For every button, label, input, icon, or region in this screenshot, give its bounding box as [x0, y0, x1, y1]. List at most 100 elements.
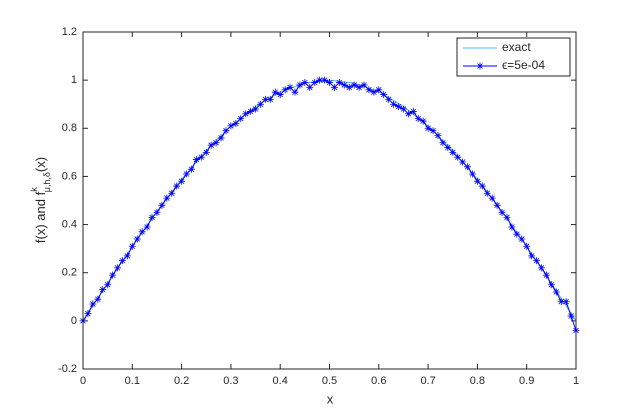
data-point	[493, 201, 501, 209]
data-point	[202, 148, 210, 156]
data-point	[399, 105, 407, 113]
data-point	[523, 242, 531, 250]
data-point	[143, 223, 151, 231]
data-point	[533, 257, 541, 265]
y-label-tail: (x)	[33, 157, 48, 172]
data-point	[488, 194, 496, 202]
data-point	[326, 79, 333, 87]
data-point	[385, 95, 393, 103]
data-point	[187, 165, 195, 173]
data-point	[109, 271, 117, 279]
data-point	[390, 100, 398, 108]
data-point	[547, 281, 555, 289]
data-point	[360, 81, 368, 89]
data-point	[468, 170, 476, 178]
data-point	[345, 83, 353, 91]
data-point	[557, 298, 565, 306]
axes-box	[82, 31, 577, 370]
x-tick-label: 0.5	[322, 375, 337, 387]
data-point	[212, 139, 220, 147]
data-point	[454, 153, 462, 161]
legend-label: exact	[502, 40, 531, 54]
data-point	[459, 158, 467, 166]
data-point	[513, 230, 521, 238]
data-point	[138, 228, 146, 236]
data-point	[567, 312, 575, 320]
y-axis-label: f(x) and fk μ,h,δ(x)	[29, 157, 52, 243]
y-tick-label: -0.2	[58, 363, 77, 375]
data-point	[286, 83, 294, 91]
x-tick-label: 1	[573, 375, 579, 387]
data-point	[271, 88, 279, 96]
data-point	[444, 144, 452, 152]
data-point	[350, 81, 358, 89]
data-point	[375, 86, 383, 94]
data-point	[192, 156, 200, 164]
data-point	[118, 257, 126, 265]
y-tick-label: 0.4	[62, 218, 77, 230]
data-point	[104, 281, 112, 289]
data-point	[424, 124, 432, 132]
x-tick-label: 0.7	[420, 375, 435, 387]
data-point	[365, 86, 373, 94]
data-point	[321, 76, 329, 84]
x-tick-label: 0.3	[223, 375, 238, 387]
x-tick-label: 0.2	[174, 375, 189, 387]
y-label-sub: μ,h,δ	[42, 172, 52, 192]
data-point	[409, 107, 417, 115]
data-point	[252, 105, 260, 113]
x-tick-label: 0.9	[519, 375, 534, 387]
data-point	[335, 79, 343, 87]
y-label-main: f(x) and f	[33, 191, 48, 243]
data-point	[242, 110, 250, 118]
data-point	[508, 223, 516, 231]
data-point	[222, 127, 230, 135]
data-point	[340, 81, 348, 89]
data-point	[528, 252, 536, 260]
data-point	[439, 139, 447, 147]
data-point	[114, 264, 122, 272]
data-point	[562, 298, 570, 306]
data-point	[123, 252, 131, 260]
data-point	[183, 170, 191, 178]
data-point	[276, 91, 284, 99]
data-point	[128, 242, 136, 250]
legend-marker	[476, 62, 484, 70]
data-point	[133, 235, 141, 243]
x-tick-label: 0	[80, 375, 86, 387]
data-point	[296, 81, 304, 89]
data-point	[518, 235, 526, 243]
data-point	[503, 213, 511, 221]
data-point	[168, 189, 176, 197]
data-point	[158, 201, 166, 209]
legend-label: ϵ=5e-04	[502, 58, 545, 72]
legend-box	[456, 37, 571, 77]
data-point	[316, 76, 324, 84]
x-axis-label: x	[327, 391, 334, 406]
data-point	[197, 153, 205, 161]
data-point	[355, 83, 363, 91]
data-point	[395, 103, 403, 111]
y-tick-label: 1	[71, 74, 77, 86]
data-point	[306, 83, 314, 91]
y-tick-label: 1.2	[62, 26, 77, 38]
data-point	[291, 88, 299, 96]
data-point	[301, 79, 309, 87]
data-point	[178, 177, 186, 185]
data-point	[473, 177, 481, 185]
data-point	[173, 182, 181, 190]
data-point	[434, 132, 442, 140]
data-point	[370, 88, 378, 96]
y-tick-label: 0.8	[62, 122, 77, 134]
data-point	[478, 182, 486, 190]
data-point	[84, 310, 92, 318]
data-point	[261, 95, 269, 103]
data-point	[256, 100, 264, 108]
x-tick-label: 0.8	[470, 375, 485, 387]
data-point	[483, 189, 491, 197]
x-tick-label: 0.6	[371, 375, 386, 387]
y-tick-label: 0.2	[62, 267, 77, 279]
data-point	[311, 79, 319, 87]
data-point	[281, 86, 289, 94]
